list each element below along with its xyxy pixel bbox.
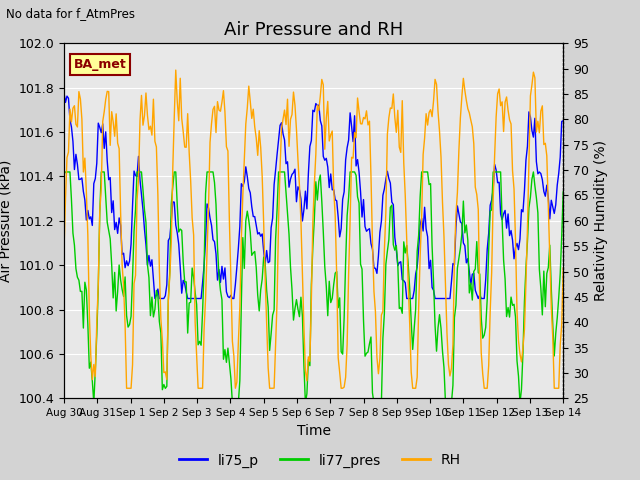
li77_pres bbox=[90, 400, 98, 406]
li77_pres bbox=[212, 201, 220, 207]
Line: RH: RH bbox=[64, 70, 563, 388]
Text: BA_met: BA_met bbox=[74, 58, 127, 71]
li75_p bbox=[60, 90, 68, 96]
li75_p bbox=[342, 157, 349, 163]
Y-axis label: Relativity Humidity (%): Relativity Humidity (%) bbox=[595, 140, 609, 301]
li75_p bbox=[211, 239, 218, 244]
RH bbox=[559, 265, 567, 271]
li77_pres bbox=[60, 171, 68, 177]
li77_pres bbox=[559, 189, 567, 194]
Legend: li75_p, li77_pres, RH: li75_p, li77_pres, RH bbox=[173, 448, 467, 473]
RH bbox=[123, 385, 131, 391]
RH bbox=[477, 350, 485, 356]
li77_pres bbox=[472, 266, 479, 272]
RH bbox=[343, 342, 351, 348]
X-axis label: Time: Time bbox=[296, 424, 331, 438]
RH bbox=[173, 98, 181, 104]
RH bbox=[66, 106, 74, 112]
RH bbox=[212, 130, 220, 135]
li75_p bbox=[476, 292, 484, 298]
li75_p bbox=[151, 296, 159, 301]
li75_p bbox=[172, 222, 180, 228]
Line: li77_pres: li77_pres bbox=[64, 172, 563, 403]
Line: li75_p: li75_p bbox=[64, 93, 563, 299]
RH bbox=[172, 67, 180, 73]
li75_p bbox=[470, 270, 477, 276]
RH bbox=[60, 248, 68, 253]
li77_pres bbox=[68, 197, 76, 203]
li77_pres bbox=[477, 315, 485, 321]
Title: Air Pressure and RH: Air Pressure and RH bbox=[224, 21, 403, 39]
li75_p bbox=[66, 117, 74, 123]
Text: No data for f_AtmPres: No data for f_AtmPres bbox=[6, 7, 136, 20]
li77_pres bbox=[173, 202, 181, 208]
li77_pres bbox=[343, 213, 351, 218]
Y-axis label: Air Pressure (kPa): Air Pressure (kPa) bbox=[0, 160, 13, 282]
li75_p bbox=[559, 118, 567, 123]
RH bbox=[472, 184, 479, 190]
li77_pres bbox=[61, 169, 69, 175]
